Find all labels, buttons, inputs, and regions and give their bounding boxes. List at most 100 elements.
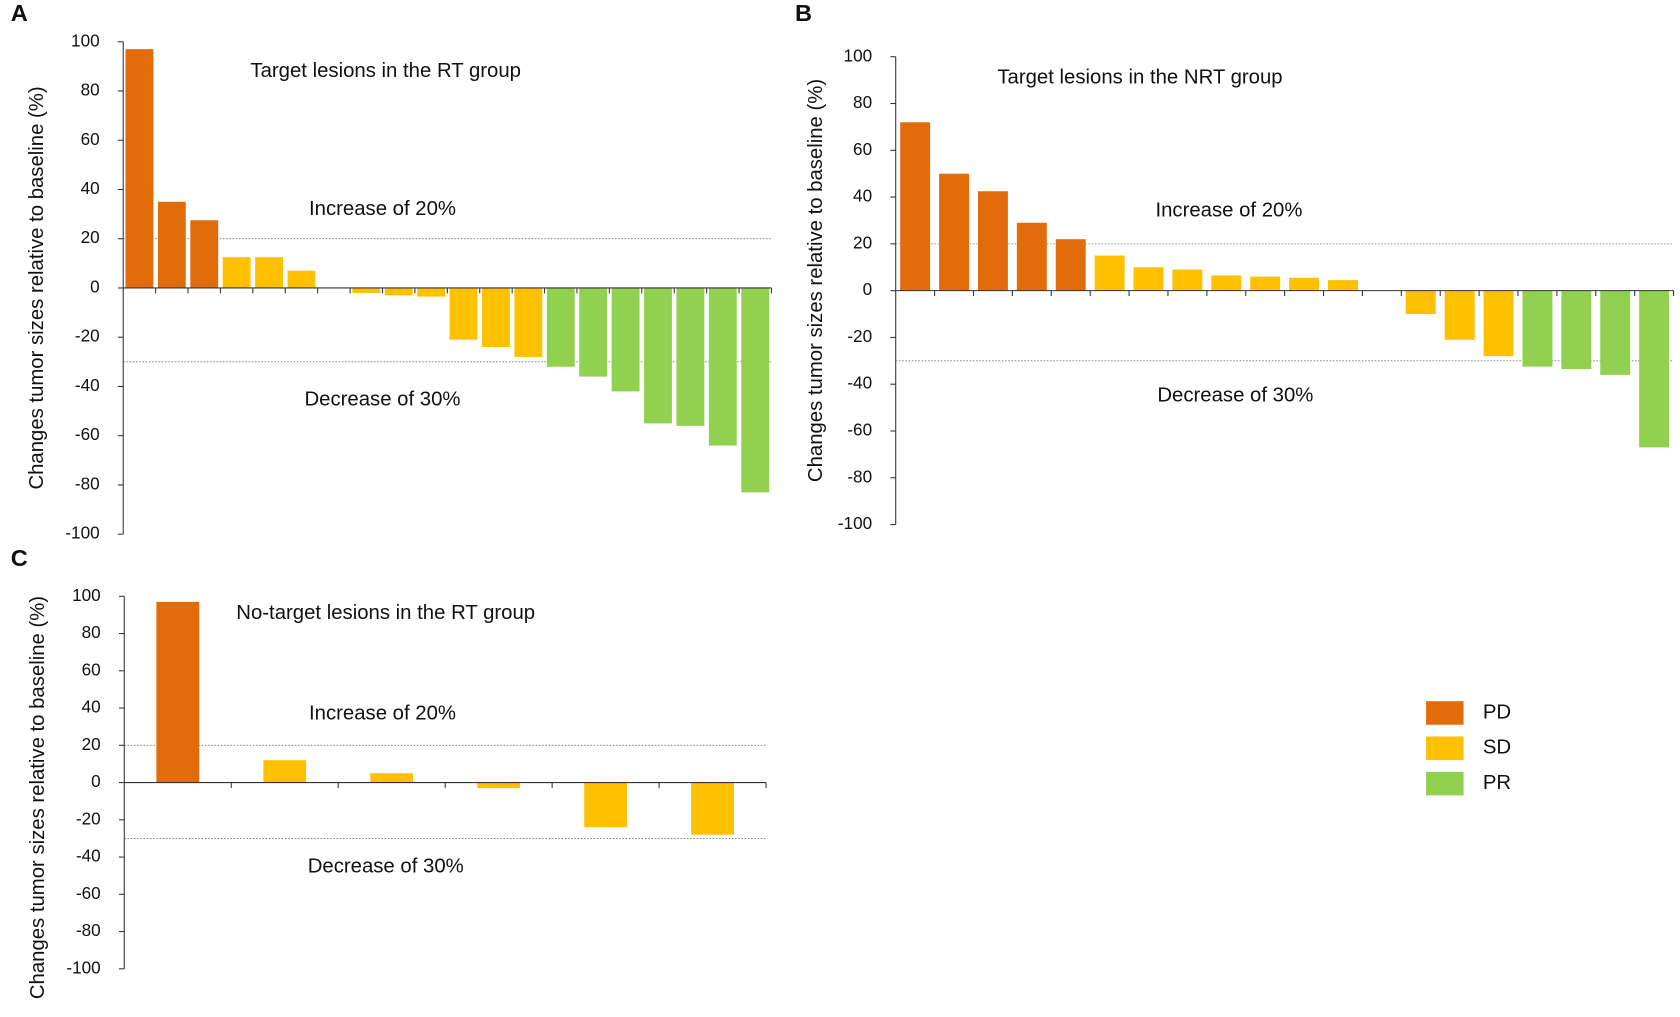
y-tick-label: -80: [847, 466, 872, 486]
bar: [1172, 269, 1203, 291]
bar: [1250, 276, 1281, 291]
y-tick-label: -80: [75, 473, 100, 493]
y-tick-label: 80: [853, 92, 872, 112]
bar: [584, 782, 628, 828]
bar: [1016, 222, 1047, 291]
annotation: Increase of 20%: [309, 198, 456, 220]
bar: [1405, 290, 1436, 315]
y-axis-label: Changes tumor sizes relative to baseline…: [26, 86, 48, 489]
panel-label: C: [11, 545, 28, 571]
bar: [1328, 280, 1358, 291]
legend-label: PR: [1483, 772, 1511, 794]
bar: [1094, 255, 1125, 291]
annotation: Increase of 20%: [1155, 199, 1302, 221]
panel-label: A: [11, 0, 28, 26]
bar: [255, 257, 283, 288]
bar: [222, 257, 251, 288]
bar: [1444, 290, 1475, 340]
y-tick-label: -100: [838, 513, 872, 533]
y-tick-label: -40: [847, 373, 872, 393]
legend-swatch: [1426, 771, 1464, 796]
y-tick-label: 0: [90, 277, 100, 297]
y-tick-label: 0: [863, 279, 873, 299]
y-tick-label: -20: [75, 326, 100, 346]
y-tick-label: 60: [853, 139, 872, 159]
bar: [370, 773, 414, 783]
y-tick-label: 80: [81, 80, 100, 100]
bar: [1211, 275, 1242, 291]
y-tick-label: 100: [844, 45, 873, 65]
bar: [1600, 290, 1631, 375]
y-tick-label: 100: [72, 585, 101, 605]
y-tick-label: -40: [75, 375, 100, 395]
bar: [1055, 239, 1086, 291]
y-tick-label: 80: [82, 622, 101, 642]
bar: [644, 287, 672, 424]
bar: [417, 287, 446, 297]
y-tick-label: -60: [847, 420, 872, 440]
legend-swatch: [1426, 701, 1464, 725]
legend-swatch: [1426, 736, 1464, 761]
y-tick-label: 60: [82, 659, 101, 679]
bar: [1289, 277, 1320, 291]
bar: [384, 287, 413, 296]
bar: [939, 173, 970, 291]
bar: [1483, 290, 1514, 357]
chart-title: Target lesions in the RT group: [250, 60, 521, 82]
bar: [482, 287, 510, 348]
bar: [263, 760, 307, 783]
y-tick-label: 20: [853, 232, 872, 252]
bar: [691, 782, 734, 835]
y-tick-label: 40: [81, 178, 100, 198]
y-tick-label: 60: [81, 129, 100, 149]
bar: [449, 287, 478, 340]
y-tick-label: -40: [76, 846, 101, 866]
y-tick-label: -60: [75, 424, 100, 444]
bar: [611, 287, 640, 392]
bar: [741, 287, 770, 493]
y-tick-label: -20: [847, 326, 872, 346]
bar: [676, 287, 705, 426]
bar: [477, 782, 521, 789]
chart-title: Target lesions in the NRT group: [997, 67, 1282, 89]
bar: [1561, 290, 1592, 370]
bar: [708, 287, 737, 446]
bar: [190, 220, 219, 288]
annotation: Decrease of 30%: [304, 389, 460, 411]
y-tick-label: 20: [82, 734, 101, 754]
bar: [156, 601, 200, 783]
bar: [977, 191, 1008, 291]
y-tick-label: 100: [71, 30, 100, 50]
legend-label: PD: [1483, 701, 1511, 723]
y-tick-label: -100: [66, 957, 100, 977]
bar: [900, 122, 931, 291]
bar: [579, 287, 608, 377]
y-tick-label: 0: [91, 771, 101, 791]
panel-label: B: [795, 0, 812, 26]
y-tick-label: -80: [76, 920, 101, 940]
bar: [157, 201, 186, 288]
y-tick-label: -60: [76, 883, 101, 903]
y-tick-label: 40: [853, 186, 872, 206]
y-tick-label: -20: [76, 808, 101, 828]
y-axis-label: Changes tumor sizes relative to baseline…: [27, 596, 49, 999]
annotation: Decrease of 30%: [308, 856, 464, 878]
bar: [514, 287, 543, 357]
bar: [546, 287, 575, 367]
y-axis-label: Changes tumor sizes relative to baseline…: [805, 79, 827, 482]
y-tick-label: -100: [65, 523, 99, 543]
y-tick-label: 20: [81, 227, 100, 247]
annotation: Increase of 20%: [309, 702, 456, 724]
bar: [1133, 267, 1164, 291]
bar: [125, 49, 154, 288]
chart-title: No-target lesions in the RT group: [236, 602, 535, 624]
y-tick-label: 40: [82, 697, 101, 717]
bar: [287, 270, 316, 288]
bar: [1522, 290, 1553, 367]
legend-label: SD: [1483, 737, 1511, 759]
annotation: Decrease of 30%: [1157, 384, 1313, 406]
bar: [1639, 290, 1670, 448]
bar: [352, 287, 381, 293]
